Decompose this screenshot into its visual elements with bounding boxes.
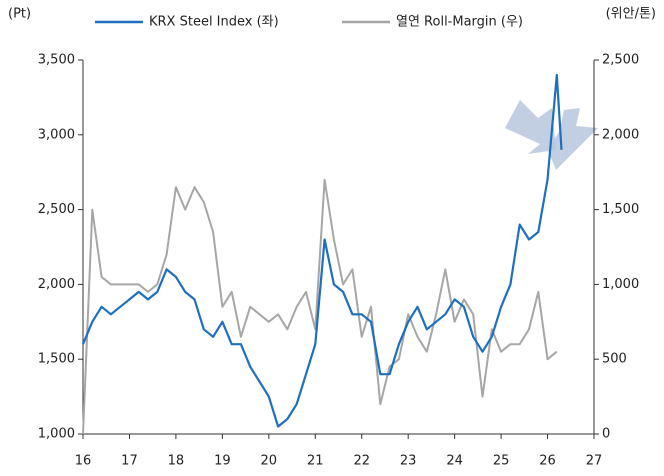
x-tick-label: 26 [539,454,556,469]
x-tick-label: 25 [493,454,510,469]
x-tick-label: 17 [121,454,138,469]
x-tick-label: 20 [261,454,278,469]
y-tick-label: 2,000 [38,277,75,292]
y2-tick-label: 500 [602,352,627,367]
arrow-left [505,100,556,154]
y-tick-label: 3,000 [38,127,75,142]
x-tick-label: 19 [214,454,231,469]
x-tick-label: 22 [353,454,370,469]
y-tick-label: 1,000 [38,427,75,442]
y2-tick-label: 1,000 [602,277,639,292]
y2-tick-label: 2,000 [602,127,639,142]
x-tick-label: 24 [446,454,463,469]
legend-label: KRX Steel Index (좌) [149,15,279,30]
y2-tick-label: 1,500 [602,202,639,217]
series-line [82,178,558,435]
x-tick-label: 21 [307,454,324,469]
arrow-right [548,108,598,170]
series-line [81,73,563,428]
x-tick-label: 27 [586,454,603,469]
x-tick-label: 16 [75,454,92,469]
legend-label: 열연 Roll-Margin (우) [396,15,523,30]
y2-axis-unit: (위안/톤) [606,7,656,22]
x-tick-label: 23 [400,454,417,469]
y2-tick-label: 2,500 [602,53,639,68]
x-tick-label: 18 [168,454,185,469]
y-axis-unit: (Pt) [8,7,31,22]
y-tick-label: 1,500 [38,352,75,367]
y2-tick-label: 0 [602,427,610,442]
y-tick-label: 2,500 [38,202,75,217]
y-tick-label: 3,500 [38,53,75,68]
